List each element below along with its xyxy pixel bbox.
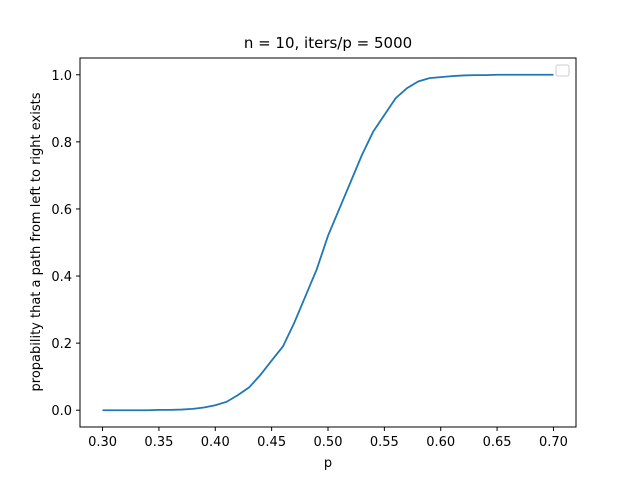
y-tick-label: 0.8: [51, 136, 72, 151]
y-tick-label: 0.0: [51, 404, 72, 419]
x-tick-label: 0.70: [539, 435, 568, 450]
x-axis-label: p: [324, 456, 332, 471]
x-tick-label: 0.55: [370, 435, 399, 450]
y-tick-label: 0.2: [51, 337, 72, 352]
x-tick-label: 0.35: [144, 435, 173, 450]
y-tick-label: 0.4: [51, 270, 72, 285]
x-tick-label: 0.30: [88, 435, 117, 450]
x-axis: 0.30 0.35 0.40 0.45 0.50 0.55 0.60 0.65 0.70: [88, 427, 568, 450]
x-tick-label: 0.45: [257, 435, 286, 450]
legend-box: [555, 64, 570, 77]
series-line: [102, 73, 554, 412]
y-axis: 0.0 0.2 0.4 0.6 0.8 1.0: [51, 69, 80, 419]
plot-frame: [79, 57, 577, 428]
x-tick-label: 0.40: [201, 435, 230, 450]
x-tick-label: 0.50: [314, 435, 343, 450]
chart-title: n = 10, iters/p = 5000: [244, 34, 412, 52]
x-tick-label: 0.65: [483, 435, 512, 450]
x-tick-label: 0.60: [426, 435, 455, 450]
y-tick-label: 0.6: [51, 203, 72, 218]
y-tick-label: 1.0: [51, 69, 72, 84]
y-axis-label: propability that a path from left to rig…: [29, 92, 44, 391]
